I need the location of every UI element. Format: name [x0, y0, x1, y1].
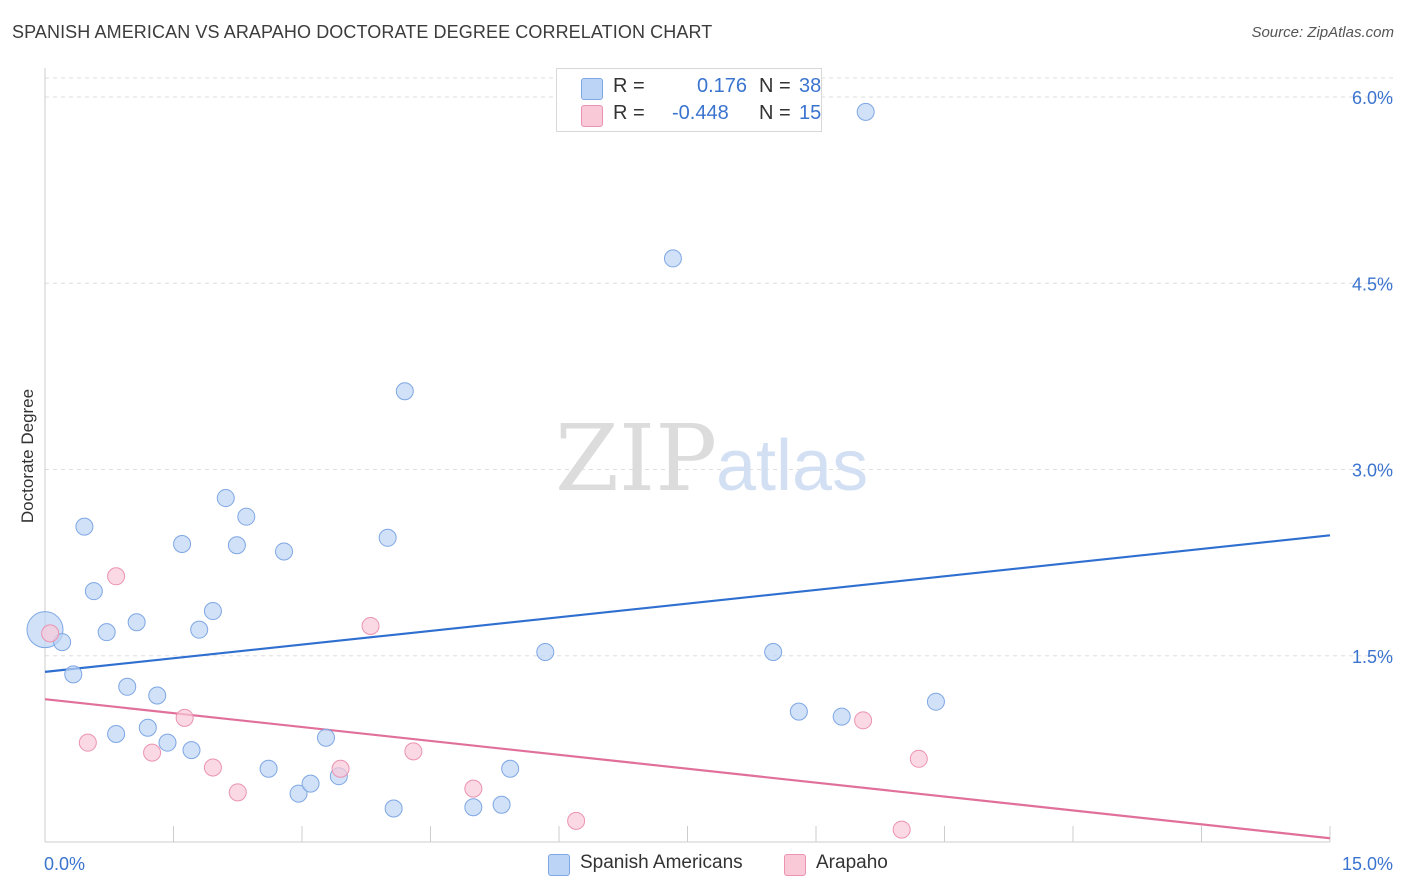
point-arapaho	[107, 567, 126, 586]
point-spanish-americans	[384, 799, 403, 818]
point-spanish-americans	[663, 249, 682, 268]
blue-swatch	[581, 78, 603, 100]
chart-title: SPANISH AMERICAN VS ARAPAHO DOCTORATE DE…	[12, 22, 713, 42]
point-spanish-americans	[395, 382, 414, 401]
n-value: 38	[799, 75, 822, 97]
point-spanish-americans	[173, 535, 192, 553]
n-label: N =	[759, 102, 791, 124]
point-spanish-americans	[64, 665, 83, 684]
y-tick-label: 1.5%	[1352, 647, 1393, 667]
legend-label: Arapaho	[816, 852, 888, 873]
x-tick-label-max: 15.0%	[1342, 854, 1393, 874]
point-spanish-americans	[148, 686, 167, 705]
y-tick-label: 6.0%	[1352, 88, 1393, 108]
point-arapaho	[854, 711, 873, 730]
legend-label: Spanish Americans	[580, 852, 743, 873]
blue-swatch	[548, 854, 570, 876]
point-spanish-americans	[203, 602, 222, 621]
point-spanish-americans	[190, 620, 209, 639]
point-arapaho	[331, 759, 350, 778]
y-tick-label: 3.0%	[1352, 461, 1393, 481]
point-spanish-americans	[856, 102, 875, 121]
point-spanish-americans	[227, 536, 246, 555]
r-value: 0.176	[697, 75, 748, 97]
point-spanish-americans	[118, 677, 137, 696]
point-arapaho	[143, 743, 162, 762]
y-axis-label: Doctorate Degree	[18, 388, 37, 524]
point-arapaho	[203, 758, 222, 777]
source-label: Source: ZipAtlas.com	[1251, 24, 1394, 41]
point-spanish-americans	[501, 759, 520, 778]
point-spanish-americans	[138, 718, 157, 737]
point-spanish-americans	[926, 692, 945, 711]
stats-legend: R = 0.176 N = 38 R = -0.448 N = 15	[556, 68, 822, 132]
point-spanish-americans	[316, 728, 335, 747]
point-spanish-americans	[182, 741, 201, 760]
point-spanish-americans	[97, 623, 116, 642]
point-arapaho	[78, 733, 97, 752]
point-spanish-americans	[764, 643, 783, 662]
point-arapaho	[464, 779, 483, 798]
point-spanish-americans	[158, 733, 177, 752]
r-label: R =	[613, 75, 645, 97]
point-spanish-americans	[259, 759, 278, 778]
point-spanish-americans	[464, 798, 483, 817]
watermark-zip: ZIP	[555, 405, 717, 512]
point-spanish-americans	[378, 528, 397, 547]
trendline-spanish-americans	[44, 534, 1331, 673]
pink-swatch	[784, 854, 806, 876]
point-spanish-americans	[789, 702, 808, 721]
point-spanish-americans	[237, 507, 256, 526]
r-label: R =	[613, 102, 645, 124]
n-label: N =	[759, 75, 791, 97]
x-tick-label-min: 0.0%	[44, 854, 85, 874]
point-spanish-americans	[216, 489, 235, 508]
y-tick-label: 4.5%	[1352, 274, 1393, 294]
point-arapaho	[909, 749, 928, 768]
point-arapaho	[404, 742, 423, 761]
point-arapaho	[175, 708, 194, 727]
point-spanish-americans	[107, 724, 126, 743]
point-spanish-americans	[289, 784, 308, 803]
watermark-atlas: atlas	[716, 426, 868, 506]
watermark: ZIP atlas	[555, 405, 868, 512]
pink-swatch	[581, 105, 603, 127]
point-arapaho	[361, 616, 380, 635]
point-spanish-americans	[832, 707, 851, 726]
point-arapaho	[41, 624, 60, 643]
n-value: 15	[799, 102, 822, 124]
point-arapaho	[892, 820, 911, 839]
point-spanish-americans	[536, 643, 555, 662]
point-spanish-americans	[127, 613, 146, 632]
point-arapaho	[567, 811, 586, 830]
point-arapaho	[228, 783, 247, 802]
trendline-arapaho	[44, 698, 1331, 840]
point-spanish-americans	[301, 774, 320, 793]
r-value: -0.448	[672, 102, 729, 124]
point-spanish-americans	[75, 517, 94, 536]
point-spanish-americans	[84, 582, 103, 601]
point-spanish-americans	[275, 542, 294, 561]
point-spanish-americans	[492, 795, 511, 814]
